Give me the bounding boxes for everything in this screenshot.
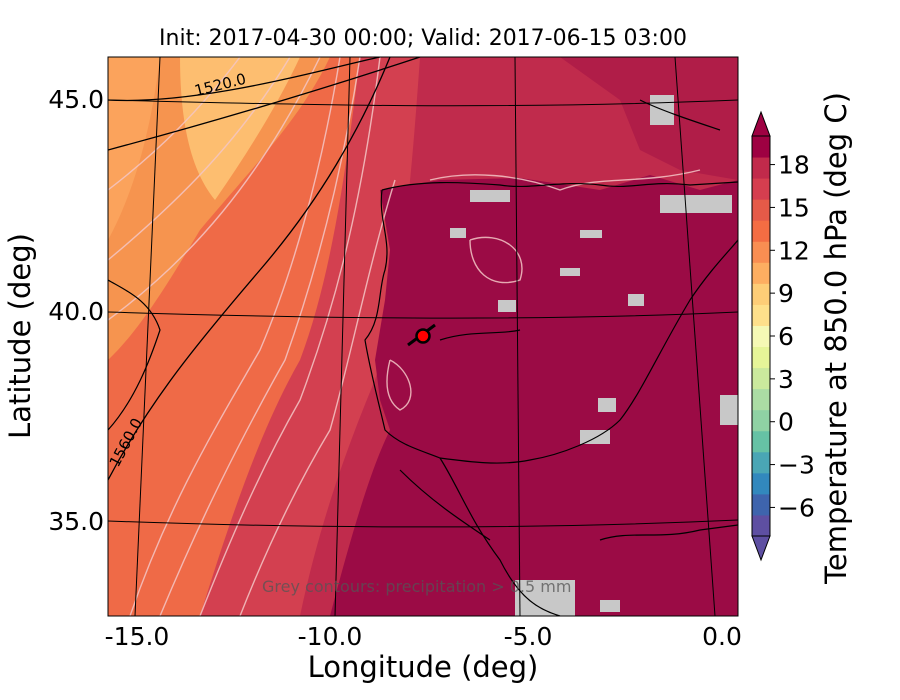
colorbar-segment [752,514,770,537]
temp-band-cool [108,57,330,360]
coastlines [108,99,738,616]
y-tick-label: 35.0 [48,507,104,536]
precipitation-note: Grey contours: precipitation > 0.5 mm [262,577,571,596]
colorbar-tick-label: −6 [778,493,815,522]
y-ticks: 35.0 40.0 45.0 [48,85,104,536]
colorbar-segment [752,304,770,326]
map-area [108,57,738,616]
temp-band-hottest [330,175,738,616]
precipitation-patches [450,95,738,616]
graticule [108,57,738,616]
colorbar-tick-label: 6 [778,322,794,351]
colorbar-segment [752,409,770,432]
isotherm-contours [108,57,701,616]
colorbar-segment [752,430,770,453]
x-tick-label: -10.0 [298,622,363,651]
colorbar-segment [752,472,770,495]
colorbar-segment [752,136,770,158]
temp-band-cool2 [108,57,160,240]
temp-band-hottest-ne [560,57,738,180]
colorbar-tick-label: 0 [778,408,794,437]
colorbar-segment [752,199,770,221]
colorbar-label: Temperature at 850.0 hPa (deg C) [819,92,853,584]
colorbar-segment [752,346,770,369]
y-axis-label: Latitude (deg) [3,233,37,439]
colorbar-segment [752,493,770,516]
figure-title: Init: 2017-04-30 00:00; Valid: 2017-06-1… [159,26,687,51]
station-marker [407,323,436,347]
map-frame [107,56,739,617]
colorbar-segment [752,241,770,263]
colorbar-segment [752,451,770,474]
height-contours [108,57,421,481]
y-tick-label: 40.0 [48,297,104,326]
x-ticks: -15.0 -10.0 -5.0 0.0 [105,622,742,651]
colorbar-tick-label: 12 [778,236,810,265]
colorbar: −6 −3 0 3 6 9 12 15 18 [751,110,815,562]
colorbar-segment [752,283,770,305]
colorbar-tick-label: 15 [778,193,810,222]
colorbar-segment [752,262,770,284]
y-tick-label: 45.0 [48,85,104,114]
colorbar-segment [752,178,770,200]
x-tick-label: -5.0 [504,622,553,651]
colorbar-segment [752,388,770,411]
x-axis-label: Longitude (deg) [307,650,539,684]
colorbar-tick-label: 3 [778,365,794,394]
colorbar-segment [752,325,770,348]
colorbar-tick-label: −3 [778,451,815,480]
colorbar-tick-label: 9 [778,279,794,308]
x-tick-label: 0.0 [702,622,742,651]
x-tick-label: -15.0 [105,622,170,651]
colorbar-segment [752,220,770,242]
colorbar-segment [752,367,770,390]
colorbar-tick-label: 18 [778,151,810,180]
colorbar-extend-max [751,110,771,137]
colorbar-segment [752,157,770,179]
colorbar-extend-min [751,535,771,562]
